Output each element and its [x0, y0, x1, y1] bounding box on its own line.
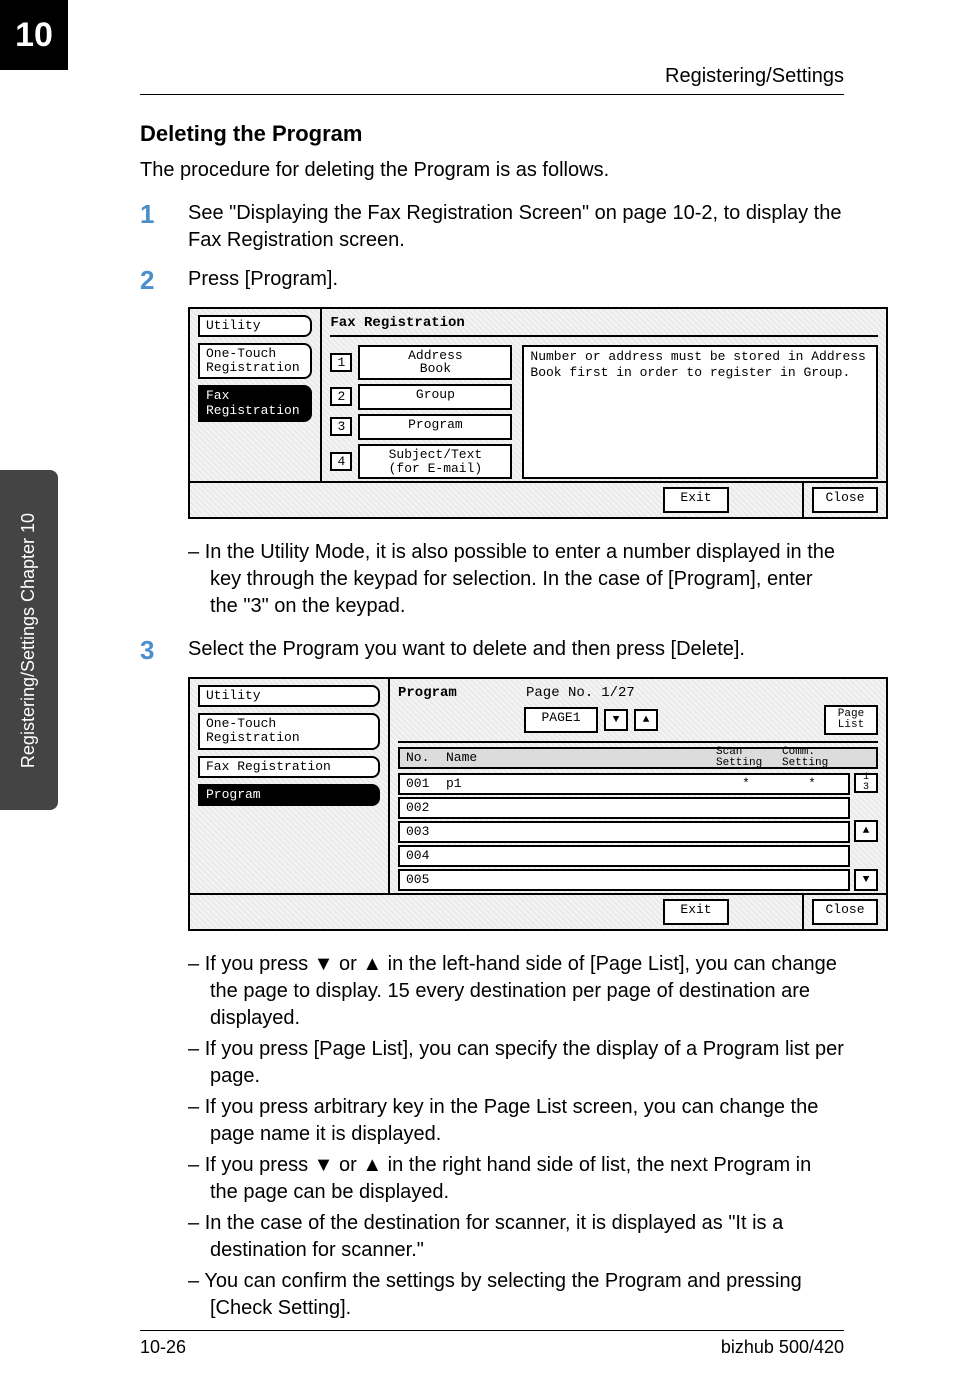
lcd-program-list: Utility One-Touch Registration Fax Regis… [188, 677, 888, 931]
program-row-002[interactable]: 002 [398, 797, 850, 819]
note-item: In the Utility Mode, it is also possible… [188, 539, 844, 620]
subject-text-button[interactable]: Subject/Text (for E-mail) [358, 444, 512, 479]
page-list-button[interactable]: Page List [824, 705, 878, 735]
page-root: 10 Registering/Settings Chapter 10 Regis… [0, 0, 954, 1386]
page-down-icon[interactable]: ▼ [604, 709, 628, 731]
side-tab: Registering/Settings Chapter 10 [0, 470, 58, 810]
row-index: 2 [330, 387, 352, 406]
exit-area: Exit [590, 895, 804, 929]
lcd1-right-panel: Fax Registration 1 Address Book 2 Group [322, 309, 886, 482]
step-number: 2 [140, 266, 188, 295]
lcd1-message: Number or address must be stored in Addr… [522, 345, 878, 480]
program-row-003[interactable]: 003 [398, 821, 850, 843]
list-header: No. Name Scan Setting Comm. Setting [398, 747, 878, 769]
lcd1-row-3: 3 Program [330, 414, 512, 440]
program-row-004[interactable]: 004 [398, 845, 850, 867]
note-item: If you press ▼ or ▲ in the right hand si… [188, 1152, 844, 1206]
col-no: No. [406, 750, 440, 765]
chapter-tab: 10 [0, 0, 68, 70]
list-down-icon[interactable]: ▼ [854, 869, 878, 891]
col-scan: Scan Setting [716, 747, 776, 769]
step-3: 3 Select the Program you want to delete … [140, 636, 844, 665]
step-text: See "Displaying the Fax Registration Scr… [188, 200, 844, 254]
row-index: 1 [330, 353, 352, 372]
lcd1-row-4: 4 Subject/Text (for E-mail) [330, 444, 512, 479]
row-index: 3 [330, 417, 352, 436]
close-button[interactable]: Close [812, 487, 878, 513]
address-book-button[interactable]: Address Book [358, 345, 512, 380]
lcd1-title: Fax Registration [330, 315, 878, 331]
section-title: Deleting the Program [140, 121, 844, 147]
divider [330, 335, 878, 337]
lcd2-title: Program [398, 685, 518, 701]
notes-after-lcd1: In the Utility Mode, it is also possible… [188, 539, 844, 620]
row-scan: * [716, 776, 776, 791]
lcd-fax-registration: Utility One-Touch Registration Fax Regis… [188, 307, 888, 520]
footer-right: bizhub 500/420 [721, 1337, 844, 1358]
exit-button[interactable]: Exit [663, 487, 729, 513]
tab-one-touch[interactable]: One-Touch Registration [198, 713, 380, 750]
exit-area: Exit [590, 483, 804, 517]
lcd1-bottom-bar: Exit Close [190, 481, 886, 517]
page-no-value: 1/27 [601, 685, 635, 701]
tab-program[interactable]: Program [198, 784, 380, 806]
col-name: Name [446, 750, 710, 765]
program-row-001[interactable]: 001 p1 * * [398, 773, 850, 795]
note-item: You can confirm the settings by selectin… [188, 1268, 844, 1322]
intro-text: The procedure for deleting the Program i… [140, 157, 844, 184]
row-no: 002 [406, 800, 429, 815]
group-button[interactable]: Group [358, 384, 512, 410]
step-number: 1 [140, 200, 188, 254]
tab-utility[interactable]: Utility [198, 685, 380, 707]
lcd1-row-2: 2 Group [330, 384, 512, 410]
exit-button[interactable]: Exit [663, 899, 729, 925]
step-text: Select the Program you want to delete an… [188, 636, 844, 665]
notes-after-lcd2: If you press ▼ or ▲ in the left-hand sid… [188, 951, 844, 1322]
step-2: 2 Press [Program]. [140, 266, 844, 295]
lcd1-left-panel: Utility One-Touch Registration Fax Regis… [190, 309, 322, 482]
tab-one-touch[interactable]: One-Touch Registration [198, 343, 312, 380]
program-button[interactable]: Program [358, 414, 512, 440]
note-item: In the case of the destination for scann… [188, 1210, 844, 1264]
chapter-number: 10 [15, 16, 53, 55]
note-item: If you press arbitrary key in the Page L… [188, 1094, 844, 1148]
row-no: 003 [406, 824, 429, 839]
tab-fax-registration[interactable]: Fax Registration [198, 385, 312, 422]
page-name-button[interactable]: PAGE1 [524, 707, 598, 733]
step-number: 3 [140, 636, 188, 665]
lcd2-bottom-bar: Exit Close [190, 893, 886, 929]
row-no: 001 [406, 776, 440, 791]
lcd2-right-panel: Program Page No. 1/27 PAGE1 ▼ ▲ Page Lis… [390, 679, 886, 893]
page-header: Registering/Settings [140, 48, 844, 95]
step-1: 1 See "Displaying the Fax Registration S… [140, 200, 844, 254]
lcd2-left-panel: Utility One-Touch Registration Fax Regis… [190, 679, 390, 893]
page-up-icon[interactable]: ▲ [634, 709, 658, 731]
header-title: Registering/Settings [665, 65, 844, 88]
row-no: 004 [406, 848, 429, 863]
step-text: Press [Program]. [188, 266, 844, 295]
col-comm: Comm. Setting [782, 747, 842, 769]
row-no: 005 [406, 872, 429, 887]
program-row-005[interactable]: 005 [398, 869, 850, 891]
row-name: p1 [446, 776, 710, 791]
side-tab-label: Registering/Settings Chapter 10 [19, 512, 40, 767]
row-count-box: 1 3 [854, 773, 878, 793]
footer-left: 10-26 [140, 1337, 186, 1358]
note-item: If you press [Page List], you can specif… [188, 1036, 844, 1090]
page-no-label: Page No. [526, 685, 593, 701]
list-up-icon[interactable]: ▲ [854, 820, 878, 842]
row-comm: * [782, 776, 842, 791]
page-footer: 10-26 bizhub 500/420 [140, 1330, 844, 1358]
lcd1-row-1: 1 Address Book [330, 345, 512, 380]
tab-utility[interactable]: Utility [198, 315, 312, 337]
tab-fax-registration[interactable]: Fax Registration [198, 756, 380, 778]
divider [398, 741, 878, 743]
close-button[interactable]: Close [812, 899, 878, 925]
row-index: 4 [330, 452, 352, 471]
note-item: If you press ▼ or ▲ in the left-hand sid… [188, 951, 844, 1032]
